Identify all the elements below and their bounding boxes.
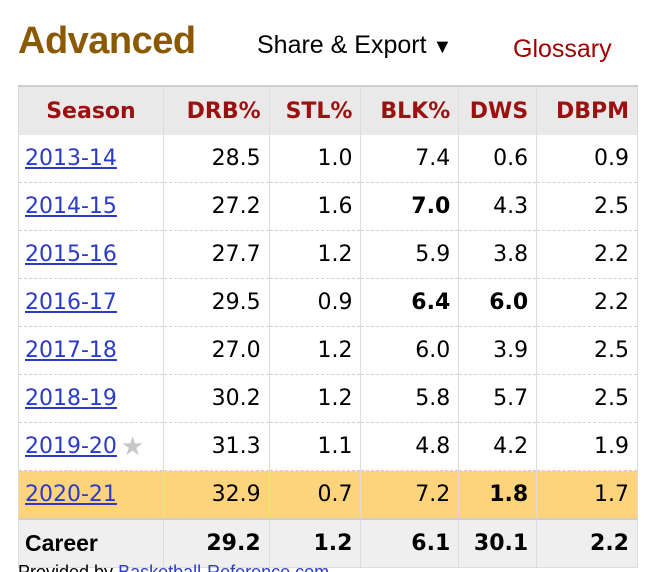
stat-cell-drb: 29.5 [163, 278, 270, 327]
footer-prefix: Provided by [18, 562, 119, 572]
stat-cell-blk: 4.8 [360, 422, 460, 471]
stat-cell-stl: 1.0 [269, 135, 362, 183]
table-row: 2017-18 27.0 1.2 6.0 3.9 2.5 [18, 326, 638, 375]
season-link[interactable]: 2017-18 [25, 338, 117, 363]
stat-cell-dws: 6.0 [458, 278, 538, 327]
career-blk: 6.1 [360, 518, 460, 568]
table-row: 2015-16 27.7 1.2 5.9 3.8 2.2 [18, 230, 638, 279]
table-row: 2016-17 29.5 0.9 6.4 6.0 2.2 [18, 278, 638, 327]
table-header-row: Season DRB% STL% BLK% DWS DBPM [18, 85, 638, 135]
column-header-dbpm[interactable]: DBPM [536, 85, 638, 135]
stat-cell-drb: 30.2 [163, 374, 270, 423]
column-header-stl[interactable]: STL% [269, 85, 362, 135]
table-body: 2013-14 28.5 1.0 7.4 0.6 0.9 2014-15 27.2 1.6 7.0… [18, 135, 638, 520]
stat-cell-blk: 7.4 [360, 135, 460, 183]
stat-cell-blk: 6.4 [360, 278, 460, 327]
stat-cell-blk: 7.2 [360, 470, 460, 520]
stat-cell-dws: 4.2 [458, 422, 538, 471]
stat-cell-dbpm: 2.5 [536, 374, 638, 423]
stat-cell-stl: 1.1 [269, 422, 362, 471]
season-cell: 2014-15 [18, 182, 164, 231]
career-drb: 29.2 [163, 518, 270, 568]
star-icon: ★ [120, 431, 145, 462]
stat-cell-dws: 5.7 [458, 374, 538, 423]
share-export-menu[interactable]: Share & Export ▼ [257, 31, 452, 60]
stat-cell-stl: 0.7 [269, 470, 362, 520]
stat-cell-dbpm: 2.5 [536, 182, 638, 231]
table-row: 2018-19 30.2 1.2 5.8 5.7 2.5 [18, 374, 638, 423]
season-link[interactable]: 2016-17 [25, 290, 117, 315]
season-link[interactable]: 2020-21 [25, 482, 117, 507]
stat-cell-dbpm: 2.2 [536, 230, 638, 279]
season-cell: 2018-19 [18, 374, 164, 423]
stat-cell-stl: 1.6 [269, 182, 362, 231]
stat-cell-stl: 1.2 [269, 326, 362, 375]
stat-cell-dws: 3.9 [458, 326, 538, 375]
table-row: 2013-14 28.5 1.0 7.4 0.6 0.9 [18, 135, 638, 183]
career-dbpm: 2.2 [536, 518, 638, 568]
stat-cell-dbpm: 0.9 [536, 135, 638, 183]
season-link[interactable]: 2014-15 [25, 194, 117, 219]
stat-cell-blk: 7.0 [360, 182, 460, 231]
column-header-season[interactable]: Season [18, 85, 164, 135]
stat-cell-dws: 3.8 [458, 230, 538, 279]
stat-cell-drb: 27.0 [163, 326, 270, 375]
glossary-link[interactable]: Glossary [513, 35, 612, 63]
stat-cell-drb: 32.9 [163, 470, 270, 520]
stat-cell-dbpm: 1.7 [536, 470, 638, 520]
table-footer-note: Provided by Basketball-Reference.com [18, 562, 638, 572]
season-link[interactable]: 2013-14 [25, 146, 117, 171]
table-row: 2020-21 32.9 0.7 7.2 1.8 1.7 [18, 470, 638, 520]
stat-cell-drb: 27.2 [163, 182, 270, 231]
stat-cell-dws: 0.6 [458, 135, 538, 183]
stat-cell-dws: 1.8 [458, 470, 538, 520]
stat-cell-stl: 0.9 [269, 278, 362, 327]
career-dws: 30.1 [458, 518, 538, 568]
stat-cell-drb: 28.5 [163, 135, 270, 183]
career-stl: 1.2 [269, 518, 362, 568]
share-export-label: Share & Export [257, 31, 427, 59]
season-link[interactable]: 2018-19 [25, 386, 117, 411]
season-link[interactable]: 2019-20 [25, 433, 117, 459]
career-row: Career 29.2 1.2 6.1 30.1 2.2 [18, 518, 638, 568]
stat-cell-blk: 5.9 [360, 230, 460, 279]
stat-cell-dws: 4.3 [458, 182, 538, 231]
section-header: Advanced Share & Export ▼ Glossary [0, 0, 646, 80]
season-cell: 2016-17 [18, 278, 164, 327]
section-title: Advanced [18, 20, 196, 62]
column-header-blk[interactable]: BLK% [360, 85, 460, 135]
table-row: 2014-15 27.2 1.6 7.0 4.3 2.5 [18, 182, 638, 231]
caret-down-icon: ▼ [432, 36, 453, 58]
season-cell: 2020-21 [18, 470, 164, 520]
stat-cell-stl: 1.2 [269, 230, 362, 279]
footer-source-link[interactable]: Basketball-Reference.com [118, 562, 330, 572]
stat-cell-stl: 1.2 [269, 374, 362, 423]
season-cell: 2013-14 [18, 135, 164, 183]
season-link[interactable]: 2015-16 [25, 242, 117, 267]
season-cell: 2015-16 [18, 230, 164, 279]
stat-cell-blk: 5.8 [360, 374, 460, 423]
season-cell: 2017-18 [18, 326, 164, 375]
stat-cell-dbpm: 1.9 [536, 422, 638, 471]
table-row: 2019-20 ★ 31.3 1.1 4.8 4.2 1.9 [18, 422, 638, 471]
column-header-dws[interactable]: DWS [458, 85, 538, 135]
stat-cell-dbpm: 2.5 [536, 326, 638, 375]
stat-cell-blk: 6.0 [360, 326, 460, 375]
column-header-drb[interactable]: DRB% [163, 85, 270, 135]
season-cell: 2019-20 ★ [18, 422, 164, 471]
stat-cell-drb: 27.7 [163, 230, 270, 279]
stat-cell-drb: 31.3 [163, 422, 270, 471]
advanced-stats-table: Season DRB% STL% BLK% DWS DBPM 2013-14 28… [18, 85, 638, 568]
stat-cell-dbpm: 2.2 [536, 278, 638, 327]
career-label: Career [18, 518, 164, 568]
